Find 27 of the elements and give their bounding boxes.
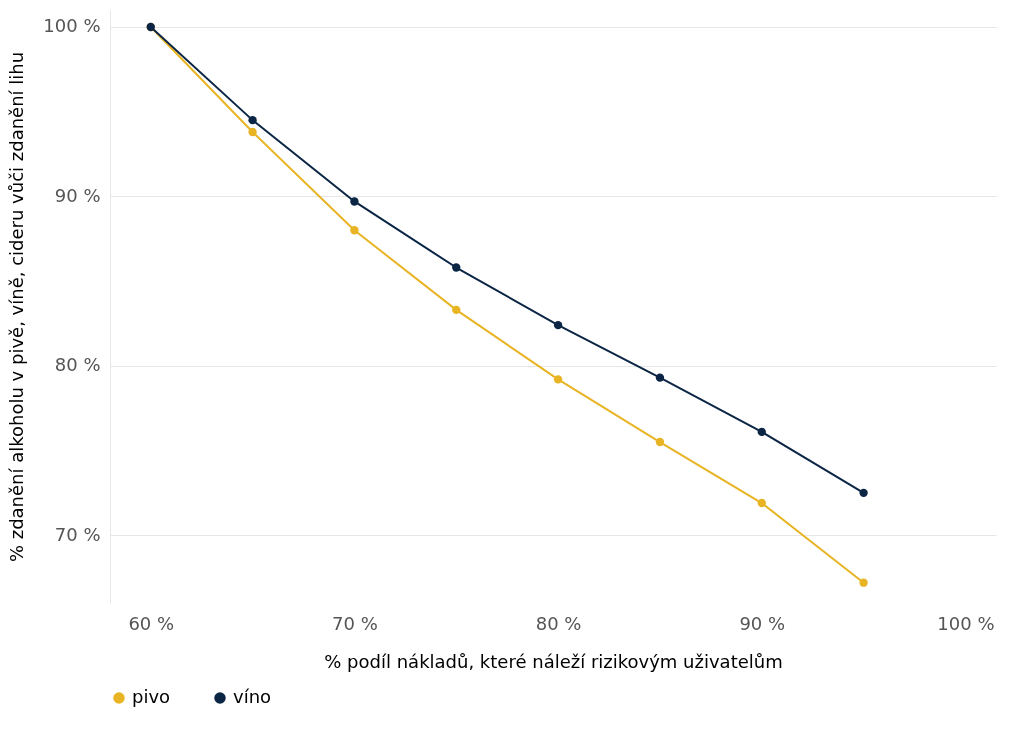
x-tick-label: 80 % xyxy=(535,612,582,634)
point xyxy=(553,320,563,330)
point xyxy=(248,115,257,125)
y-tick-label: 100 % xyxy=(43,15,101,37)
point xyxy=(553,375,563,384)
y-tick-label: 80 % xyxy=(54,354,101,376)
legend-label: pivo xyxy=(132,686,171,707)
point xyxy=(757,498,766,508)
y-axis-title: % zdanění alkoholu v pivě, víně, cideru vůči zdanění lihu xyxy=(6,51,28,563)
legend-label: víno xyxy=(233,686,272,707)
point xyxy=(655,373,665,382)
y-tick-label: 70 % xyxy=(54,523,101,545)
y-tick-label: 90 % xyxy=(54,184,101,206)
point xyxy=(452,305,461,315)
point xyxy=(452,263,461,272)
x-tick-label: 90 % xyxy=(739,612,786,634)
x-tick-label: 70 % xyxy=(332,612,378,634)
point xyxy=(248,127,257,137)
point xyxy=(757,427,766,437)
x-axis-title: % podíl nákladů, které náleží rizikovým uživatelům xyxy=(324,650,783,672)
point xyxy=(350,226,359,235)
point xyxy=(859,488,868,498)
x-tick-label: 100 % xyxy=(937,612,995,634)
point xyxy=(655,437,665,447)
point xyxy=(350,197,359,206)
point xyxy=(859,578,868,587)
x-tick-label: 60 % xyxy=(128,612,175,634)
